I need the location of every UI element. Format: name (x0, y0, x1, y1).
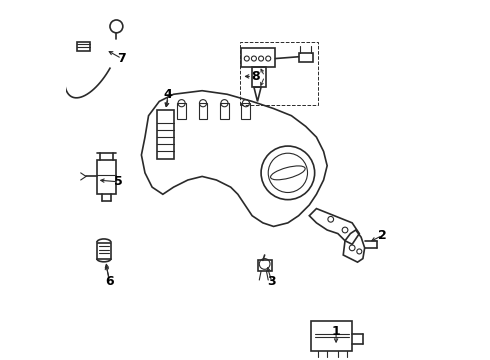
Bar (97, 160, 117, 194)
Bar (258, 260, 272, 271)
Bar (242, 48, 275, 67)
Bar (242, 103, 250, 119)
Bar (252, 67, 267, 87)
Bar (220, 103, 229, 119)
Text: 5: 5 (114, 175, 122, 188)
Bar (198, 103, 207, 119)
Bar (240, 42, 318, 105)
Bar (298, 53, 313, 62)
Text: 8: 8 (251, 70, 260, 83)
Bar (177, 103, 186, 119)
Text: 7: 7 (118, 52, 126, 65)
Bar (157, 111, 173, 158)
Text: 2: 2 (378, 229, 387, 242)
Text: 3: 3 (268, 275, 276, 288)
Text: 6: 6 (105, 275, 114, 288)
Text: 1: 1 (332, 325, 341, 338)
Text: 4: 4 (164, 88, 172, 101)
Bar (97, 243, 111, 258)
Bar (311, 321, 352, 351)
Bar (77, 42, 90, 51)
